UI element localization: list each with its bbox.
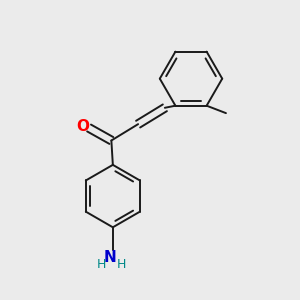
Text: N: N [104,250,117,265]
Text: O: O [76,119,89,134]
Text: H: H [117,258,127,271]
Text: H: H [97,258,106,271]
